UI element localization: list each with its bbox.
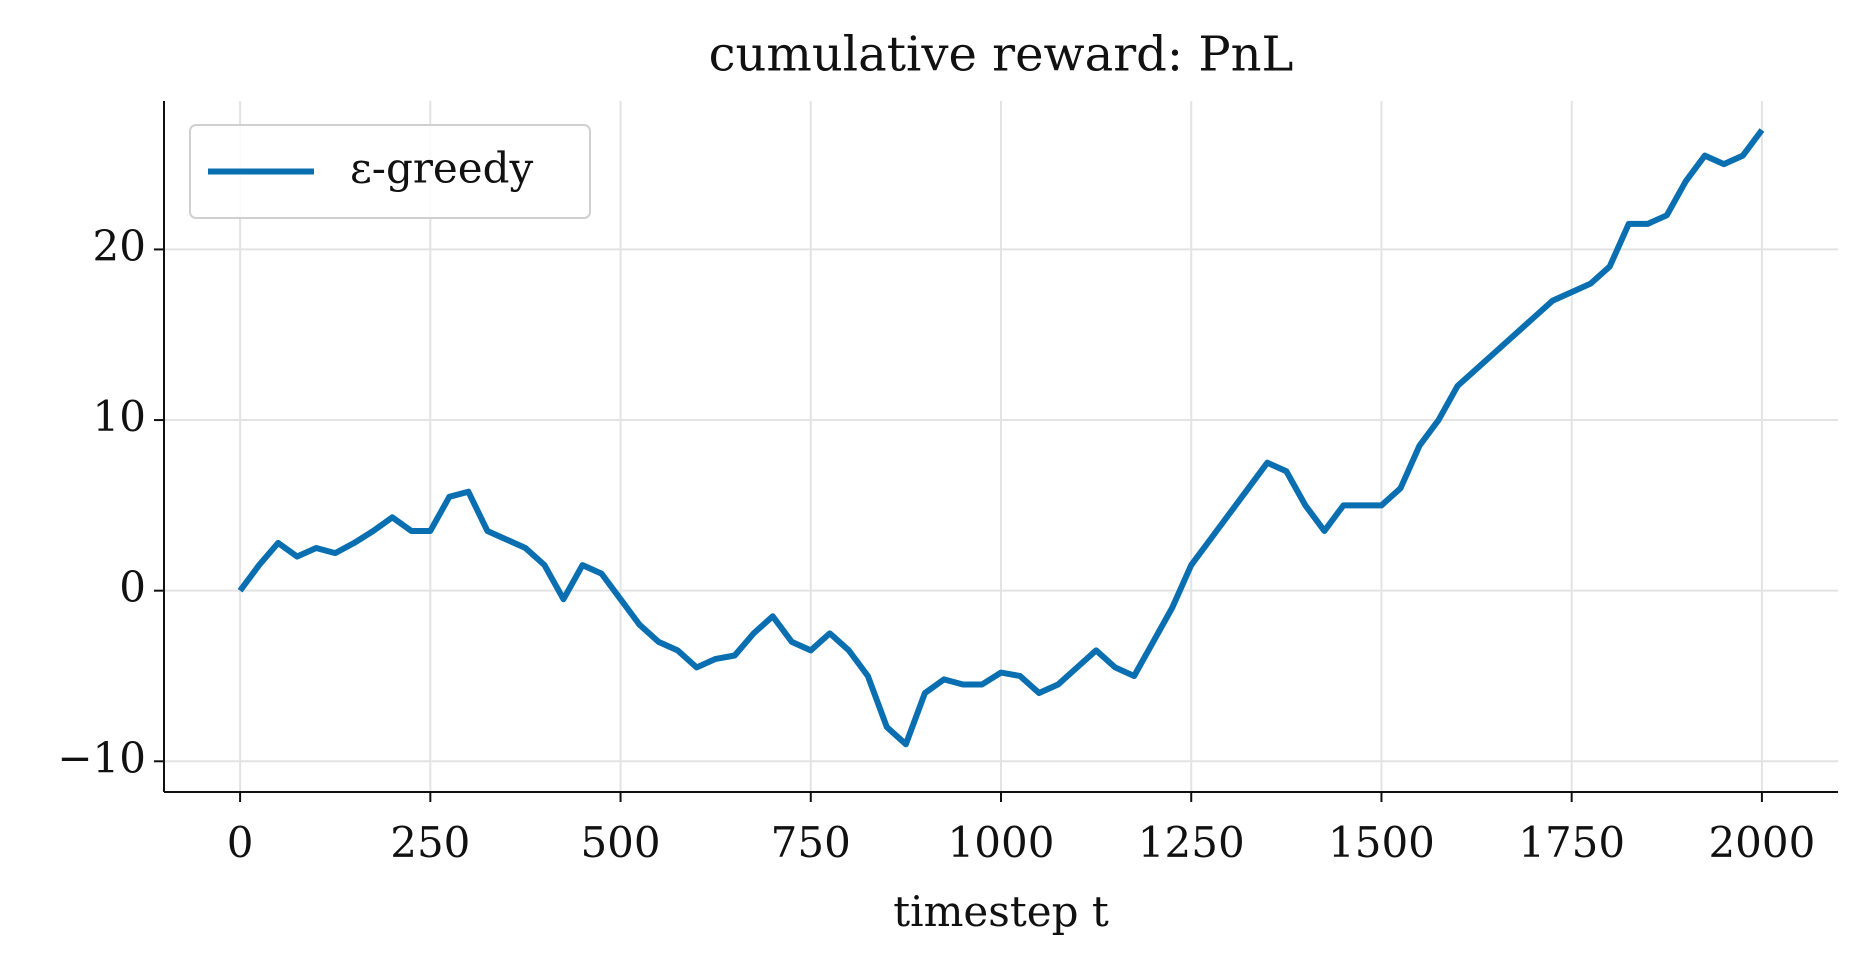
x-axis-label: timestep t xyxy=(893,887,1109,936)
y-tick-label: 20 xyxy=(93,221,146,270)
y-tick-label: 0 xyxy=(119,563,146,612)
x-tick-label: 500 xyxy=(580,818,660,867)
x-tick-label: 2000 xyxy=(1708,818,1815,867)
x-tick-label: 250 xyxy=(390,818,470,867)
y-tick-label: 10 xyxy=(93,392,146,441)
legend-box xyxy=(189,124,591,219)
x-tick-label: 1000 xyxy=(948,818,1055,867)
chart-title: cumulative reward: PnL xyxy=(709,27,1294,83)
x-tick-label: 0 xyxy=(227,818,254,867)
line-series xyxy=(237,128,1765,748)
x-tick-label: 750 xyxy=(771,818,851,867)
x-tick-label: 1750 xyxy=(1518,818,1625,867)
x-tick-label: 1250 xyxy=(1138,818,1245,867)
y-tick-label: −10 xyxy=(57,733,146,782)
x-tick-label: 1500 xyxy=(1328,818,1435,867)
legend-label: ε-greedy xyxy=(350,144,534,193)
